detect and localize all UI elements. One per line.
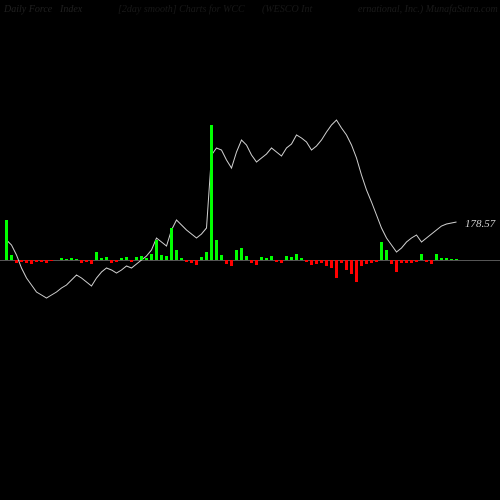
force-bar — [390, 260, 393, 264]
force-bar — [380, 242, 383, 260]
chart-header: Daily Force Index [2day smooth] Charts for… — [0, 4, 500, 18]
force-bar — [100, 258, 103, 260]
force-bar — [315, 260, 318, 264]
force-bar — [370, 260, 373, 263]
force-bar — [430, 260, 433, 264]
force-bar — [360, 260, 363, 266]
force-bar — [335, 260, 338, 278]
force-bar — [355, 260, 358, 282]
force-bar — [45, 260, 48, 263]
force-bar — [95, 252, 98, 260]
force-bar — [120, 258, 123, 260]
force-bar — [180, 258, 183, 260]
force-bar — [175, 250, 178, 260]
force-bar — [365, 260, 368, 264]
force-bar — [90, 260, 93, 264]
force-bar — [165, 256, 168, 260]
force-bar — [195, 260, 198, 265]
force-bar — [230, 260, 233, 266]
header-segment: (WESCO Int — [262, 4, 312, 15]
force-bar — [110, 260, 113, 263]
force-bar — [85, 260, 88, 262]
force-index-chart: 178.57 — [0, 20, 500, 500]
price-polyline — [7, 120, 457, 298]
force-bar — [240, 248, 243, 260]
force-bar — [65, 259, 68, 260]
force-bar — [255, 260, 258, 265]
force-bar — [450, 259, 453, 260]
force-bar — [130, 260, 133, 262]
force-bar — [135, 257, 138, 260]
force-bar — [280, 260, 283, 263]
force-bar — [185, 260, 188, 262]
force-bar — [200, 257, 203, 260]
force-bar — [190, 260, 193, 263]
force-bar — [275, 260, 278, 262]
force-bar — [420, 254, 423, 260]
force-bar — [300, 258, 303, 260]
force-bar — [455, 259, 458, 260]
force-bar — [215, 240, 218, 260]
force-bar — [435, 254, 438, 260]
force-bar — [140, 256, 143, 260]
force-bar — [440, 258, 443, 260]
force-bar — [270, 256, 273, 260]
force-bar — [145, 258, 148, 260]
force-bar — [305, 260, 308, 262]
force-bar — [105, 257, 108, 260]
force-bar — [350, 260, 353, 274]
force-bar — [250, 260, 253, 263]
force-bar — [395, 260, 398, 272]
force-bar — [235, 250, 238, 260]
force-bar — [60, 258, 63, 260]
force-bar — [445, 258, 448, 260]
force-bar — [385, 250, 388, 260]
force-bar — [375, 260, 378, 262]
force-bar — [265, 258, 268, 260]
force-bar — [15, 260, 18, 263]
force-bar — [285, 256, 288, 260]
force-bar — [160, 255, 163, 260]
force-bar — [75, 259, 78, 260]
force-bar — [50, 260, 53, 261]
force-bar — [220, 255, 223, 260]
force-bar — [150, 254, 153, 260]
force-bar — [405, 260, 408, 263]
force-bar — [5, 220, 8, 260]
force-bar — [225, 260, 228, 264]
header-segment: [2day smooth] Charts for WCC — [118, 4, 245, 15]
header-segment: ernational, Inc.) MunafaSutra.com — [358, 4, 498, 15]
force-bar — [340, 260, 343, 263]
force-bar — [30, 260, 33, 264]
force-bar — [70, 258, 73, 260]
force-bar — [115, 260, 118, 262]
force-bar — [80, 260, 83, 263]
header-segment: Daily Force — [4, 4, 52, 15]
force-bar — [345, 260, 348, 270]
force-bar — [260, 257, 263, 260]
force-bar — [210, 125, 213, 260]
force-bar — [425, 260, 428, 262]
force-bar — [415, 260, 418, 262]
force-bar — [245, 256, 248, 260]
force-bar — [310, 260, 313, 265]
force-bar — [410, 260, 413, 263]
force-bar — [295, 254, 298, 260]
force-bar — [170, 228, 173, 260]
force-bar — [330, 260, 333, 268]
force-bar — [10, 255, 13, 260]
force-bar — [205, 252, 208, 260]
force-bar — [40, 260, 43, 262]
force-bar — [25, 260, 28, 263]
force-bar — [35, 260, 38, 262]
force-bar — [400, 260, 403, 263]
force-bar — [20, 260, 23, 262]
force-bar — [290, 257, 293, 260]
header-segment: Index — [60, 4, 82, 15]
force-bar — [325, 260, 328, 266]
force-bar — [320, 260, 323, 263]
force-bar — [125, 257, 128, 260]
last-price-label: 178.57 — [465, 218, 495, 230]
force-bar — [155, 240, 158, 260]
